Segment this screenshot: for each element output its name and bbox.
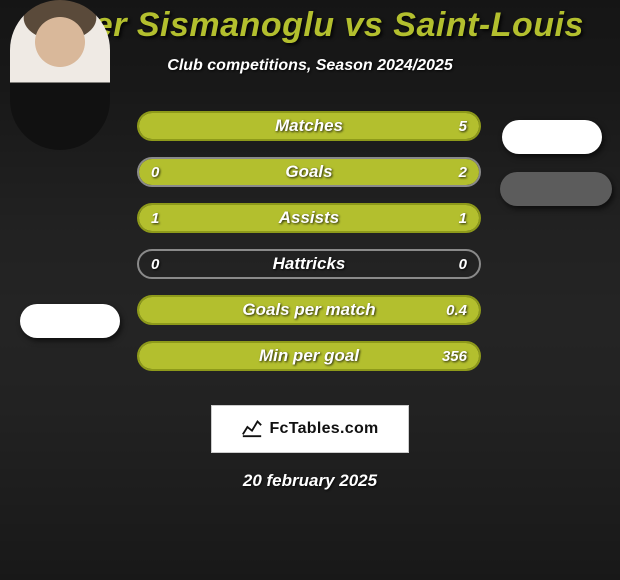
bar-fill [139, 205, 479, 231]
stat-bar: 0 0Hattricks [137, 249, 481, 279]
stat-bars: 5Matches02Goals11Assists00Hattricks0.4Go… [137, 111, 481, 387]
stat-bar: 5Matches [137, 111, 481, 141]
bar-value-right: 356 [442, 343, 467, 369]
content: Omer Sismanoglu vs Saint-Louis Club comp… [0, 0, 620, 580]
watermark-text: FcTables.com [269, 420, 378, 438]
bar-fill [139, 297, 479, 323]
bar-value-left: 1 [151, 205, 159, 231]
stat-bar: 356Min per goal [137, 341, 481, 371]
stat-bar: 11Assists [137, 203, 481, 233]
bar-fill [139, 113, 479, 139]
player-right-badge-2 [500, 172, 612, 206]
bar-value-right: 0 [459, 251, 467, 277]
date-label: 20 february 2025 [0, 471, 620, 491]
player-right-badge-1 [502, 120, 602, 154]
bar-fill [139, 159, 479, 185]
bar-value-right: 0.4 [446, 297, 467, 323]
bar-value-left: 0 [151, 159, 159, 185]
stat-bar: 0.4Goals per match [137, 295, 481, 325]
player-left-badge [20, 304, 120, 338]
stat-bar: 02Goals [137, 157, 481, 187]
chart-icon [241, 416, 263, 443]
watermark: FcTables.com [211, 405, 409, 453]
player-left-avatar [10, 0, 110, 150]
bar-value-right: 5 [459, 113, 467, 139]
bar-fill [139, 343, 479, 369]
bar-value-right: 1 [459, 205, 467, 231]
bar-value-left: 0 [151, 251, 159, 277]
bar-value-right: 2 [459, 159, 467, 185]
bar-label: Hattricks [139, 251, 479, 277]
